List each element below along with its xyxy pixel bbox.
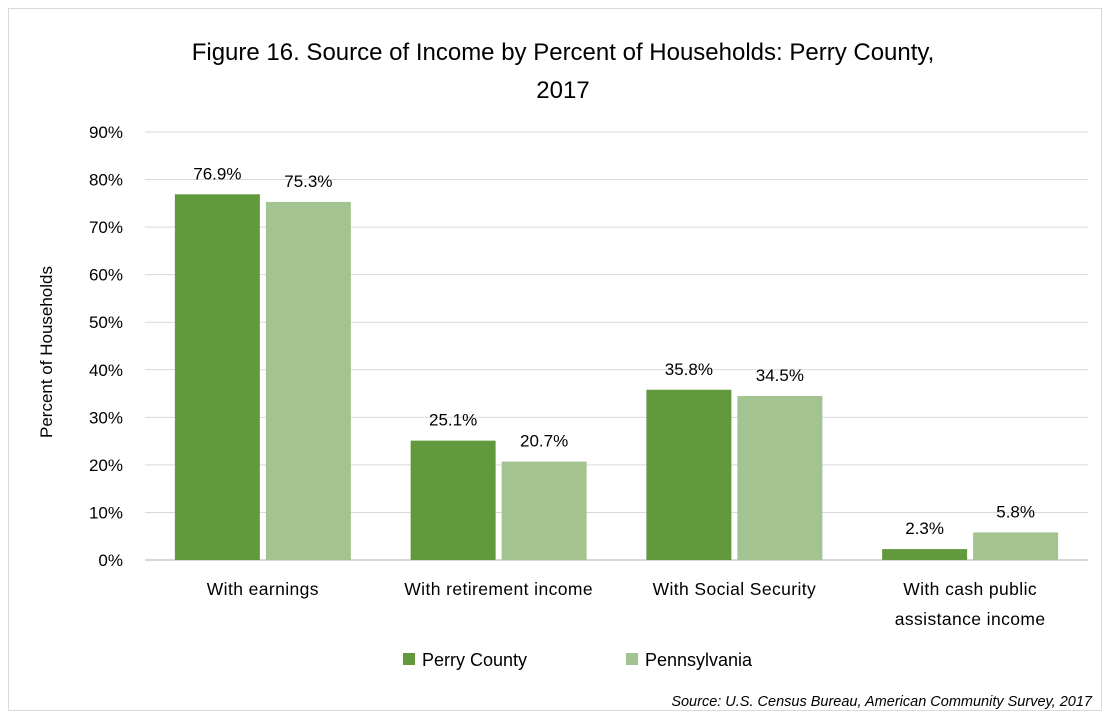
data-label: 76.9% [193,164,241,183]
bar-perry-county-1 [174,194,260,560]
x-category-label: With earnings [207,579,319,599]
y-tick-label: 40% [89,361,123,380]
chart-title: Figure 16. Source of Income by Percent o… [192,39,935,104]
bar-pennsylvania-4 [973,532,1059,560]
y-axis-ticks: 0% 10% 20% 30% 40% 50% 60% 70% 80% 90% [89,123,123,570]
legend-label: Perry County [422,650,527,670]
y-tick-label: 80% [89,171,123,190]
chart-title-line-2: 2017 [536,77,589,104]
bar-perry-county-3 [646,389,732,560]
bar-perry-county-2 [410,440,496,560]
legend-swatch-perry-county [403,653,415,665]
legend-label: Pennsylvania [645,650,753,670]
y-tick-label: 0% [98,551,123,570]
bars [174,194,1059,560]
legend: Perry County Pennsylvania [403,650,753,670]
bar-pennsylvania-1 [265,201,351,560]
data-label: 34.5% [756,366,804,385]
y-tick-label: 10% [89,503,123,522]
bar-pennsylvania-2 [501,461,587,560]
x-category-label: assistance income [895,609,1046,629]
legend-swatch-pennsylvania [626,653,638,665]
bar-perry-county-4 [882,549,968,560]
data-label: 75.3% [284,172,332,191]
data-label: 5.8% [996,502,1035,521]
y-tick-label: 60% [89,266,123,285]
y-tick-label: 30% [89,408,123,427]
x-category-label: With retirement income [404,579,593,599]
y-tick-label: 70% [89,218,123,237]
y-tick-label: 20% [89,456,123,475]
x-category-label: With Social Security [653,579,817,599]
chart-title-line-1: Figure 16. Source of Income by Percent o… [192,39,935,66]
x-category-label: With cash public [903,579,1037,599]
y-axis-title: Percent of Households [37,266,56,438]
data-label: 25.1% [429,411,477,430]
x-axis-categories: With earnings With retirement income With … [207,579,1046,629]
data-label: 2.3% [905,519,944,538]
bar-pennsylvania-3 [737,395,823,560]
data-label: 35.8% [665,360,713,379]
y-tick-label: 90% [89,123,123,142]
data-labels: 76.9% 75.3% 25.1% 20.7% 35.8% 34.5% 2.3% 5.8% [193,164,1035,538]
y-tick-label: 50% [89,313,123,332]
source-note: Source: U.S. Census Bureau, American Com… [671,694,1093,710]
data-label: 20.7% [520,432,568,451]
